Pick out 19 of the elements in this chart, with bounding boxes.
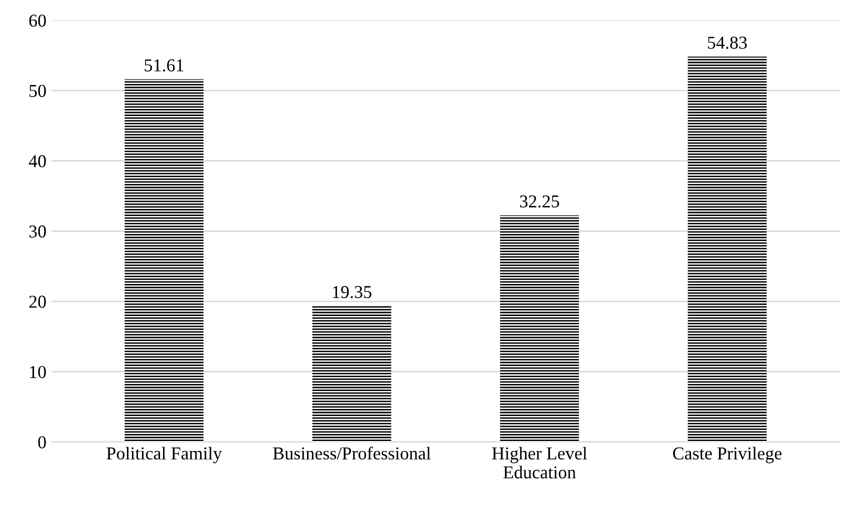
data-label: 32.25 xyxy=(520,195,560,208)
bar xyxy=(124,79,204,442)
x-tick-label: Higher Level Education xyxy=(492,446,588,478)
y-tick-label: 20 xyxy=(29,296,46,308)
bar xyxy=(500,215,579,442)
y-tick-label: 40 xyxy=(28,155,46,168)
y-tick-label: 50 xyxy=(30,84,46,98)
x-tick-label: Political Family xyxy=(106,446,222,464)
data-label: 54.83 xyxy=(708,36,747,49)
bar xyxy=(688,56,767,442)
y-tick-label: 60 xyxy=(29,14,46,27)
bar xyxy=(312,306,392,442)
x-tick-label: Business/Professional xyxy=(273,446,431,460)
x-tick-label: Caste Privilege xyxy=(673,446,782,464)
data-label: 51.61 xyxy=(144,59,184,72)
y-tick-label: 10 xyxy=(30,366,46,378)
y-tick-label: 30 xyxy=(29,225,46,238)
data-label: 19.35 xyxy=(333,286,372,298)
y-tick-label: 0 xyxy=(38,436,46,448)
